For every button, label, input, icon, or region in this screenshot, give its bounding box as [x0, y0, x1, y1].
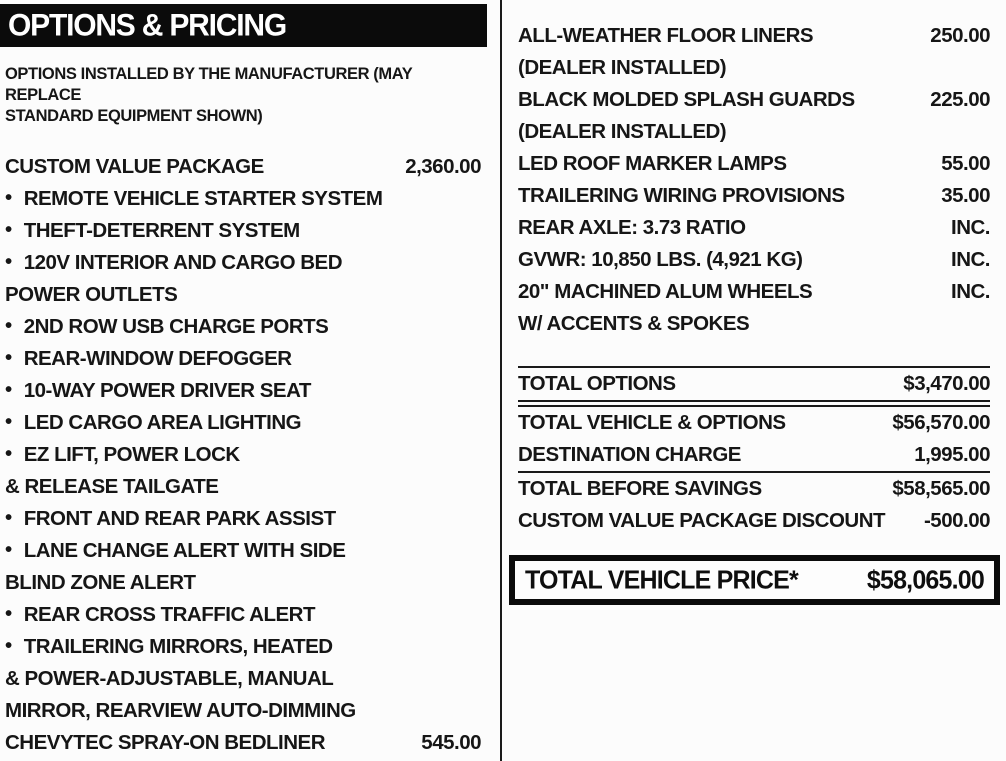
package-feature-text: REMOTE VEHICLE STARTER SYSTEM: [23, 187, 383, 210]
bedliner-row: CHEVYTEC SPRAY-ON BEDLINER 545.00: [5, 727, 481, 759]
package-feature: • 2ND ROW USB CHARGE PORTS: [5, 311, 481, 343]
package-feature-text: EZ LIFT, POWER LOCK & RELEASE TAILGATE: [5, 443, 240, 498]
pricing-column: ALL-WEATHER FLOOR LINERS (DEALER INSTALL…: [509, 0, 1000, 605]
price-row: REAR AXLE: 3.73 RATIO INC.: [518, 212, 991, 244]
package-feature-list: • REMOTE VEHICLE STARTER SYSTEM • THEFT-DE…: [5, 183, 481, 759]
total-before-savings-amount: $58,565.00: [892, 477, 990, 500]
total-vehicle-options-label: TOTAL VEHICLE & OPTIONS: [518, 411, 786, 434]
totals-section: TOTAL OPTIONS $3,470.00 TOTAL VEHICLE & …: [518, 366, 991, 537]
package-feature: • THEFT-DETERRENT SYSTEM: [5, 215, 481, 247]
total-before-savings-row: TOTAL BEFORE SAVINGS $58,565.00: [518, 473, 990, 505]
package-discount-label: CUSTOM VALUE PACKAGE DISCOUNT: [518, 509, 886, 532]
package-feature: • REAR-WINDOW DEFOGGER: [5, 343, 481, 375]
total-options-label: TOTAL OPTIONS: [518, 372, 676, 395]
package-feature-text: REAR CROSS TRAFFIC ALERT: [23, 603, 316, 626]
bedliner-label: CHEVYTEC SPRAY-ON BEDLINER: [5, 731, 326, 754]
package-feature: • FRONT AND REAR PARK ASSIST: [5, 503, 481, 535]
price-row-label: ALL-WEATHER FLOOR LINERS (DEALER INSTALL…: [518, 24, 814, 79]
price-row: TRAILERING WIRING PROVISIONS 35.00: [518, 180, 990, 212]
package-feature-text: 120V INTERIOR AND CARGO BED POWER OUTLET…: [5, 251, 343, 306]
section-title: OPTIONS & PRICING: [8, 7, 287, 43]
package-feature-text: 2ND ROW USB CHARGE PORTS: [23, 315, 329, 338]
total-vehicle-options-amount: $56,570.00: [892, 411, 990, 434]
price-row: ALL-WEATHER FLOOR LINERS (DEALER INSTALL…: [518, 20, 990, 84]
package-feature-text: REAR-WINDOW DEFOGGER: [23, 347, 292, 370]
price-row: GVWR: 10,850 LBS. (4,921 KG) INC.: [518, 244, 991, 276]
package-feature-text: 10-WAY POWER DRIVER SEAT: [23, 379, 312, 402]
total-options-amount: $3,470.00: [903, 372, 990, 395]
package-feature: • LED CARGO AREA LIGHTING: [5, 407, 481, 439]
package-feature-text: THEFT-DETERRENT SYSTEM: [23, 219, 301, 242]
bullet-icon: •: [5, 346, 12, 369]
package-feature: • 120V INTERIOR AND CARGO BED POWER OUTLE…: [5, 247, 481, 311]
price-row: LED ROOF MARKER LAMPS 55.00: [518, 148, 990, 180]
package-feature-text: LED CARGO AREA LIGHTING: [23, 411, 302, 434]
package-feature-text: FRONT AND REAR PARK ASSIST: [23, 507, 336, 530]
package-feature: • 10-WAY POWER DRIVER SEAT: [5, 375, 481, 407]
package-amount: 2,360.00: [405, 155, 481, 178]
bullet-icon: •: [5, 410, 12, 433]
bullet-icon: •: [5, 250, 12, 273]
bullet-icon: •: [5, 538, 12, 561]
options-column: OPTIONS & PRICING OPTIONS INSTALLED BY T…: [0, 0, 487, 759]
bedliner-amount: 545.00: [421, 731, 481, 754]
package-row: CUSTOM VALUE PACKAGE 2,360.00: [5, 151, 481, 183]
package-feature: • EZ LIFT, POWER LOCK & RELEASE TAILGATE: [5, 439, 481, 503]
price-row-amount: INC.: [951, 280, 991, 303]
price-row-amount: 225.00: [930, 88, 990, 111]
price-row-label: GVWR: 10,850 LBS. (4,921 KG): [518, 248, 803, 271]
destination-charge-row: DESTINATION CHARGE 1,995.00: [518, 439, 990, 471]
package-feature-text: LANE CHANGE ALERT WITH SIDE BLIND ZONE A…: [5, 539, 346, 594]
package-feature: • REAR CROSS TRAFFIC ALERT: [5, 599, 481, 631]
price-row-amount: 35.00: [941, 184, 990, 207]
bullet-icon: •: [5, 602, 12, 625]
bullet-icon: •: [5, 442, 12, 465]
bullet-icon: •: [5, 378, 12, 401]
price-row-amount: 250.00: [930, 24, 990, 47]
section-header-bar: OPTIONS & PRICING: [0, 4, 487, 47]
package-feature: • TRAILERING MIRRORS, HEATED & POWER-ADJU…: [5, 631, 481, 727]
total-vehicle-options-row: TOTAL VEHICLE & OPTIONS $56,570.00: [518, 407, 990, 439]
bullet-icon: •: [5, 506, 12, 529]
package-discount-amount: -500.00: [923, 509, 991, 532]
price-row: BLACK MOLDED SPLASH GUARDS (DEALER INSTA…: [518, 84, 990, 148]
total-vehicle-price-amount: $58,065.00: [866, 564, 985, 595]
total-vehicle-price-label: TOTAL VEHICLE PRICE*: [525, 564, 799, 595]
dealer-items-list: ALL-WEATHER FLOOR LINERS (DEALER INSTALL…: [518, 0, 991, 340]
price-row-amount: INC.: [951, 216, 991, 239]
price-row-label: BLACK MOLDED SPLASH GUARDS (DEALER INSTA…: [518, 88, 855, 143]
total-before-savings-label: TOTAL BEFORE SAVINGS: [518, 477, 762, 500]
double-rule-below-total-options: [518, 400, 990, 407]
package-label: CUSTOM VALUE PACKAGE: [5, 155, 264, 178]
price-row: 20" MACHINED ALUM WHEELS W/ ACCENTS & SP…: [518, 276, 991, 340]
manufacturer-options-note: OPTIONS INSTALLED BY THE MANUFACTURER (M…: [5, 65, 413, 125]
total-options-row: TOTAL OPTIONS $3,470.00: [518, 368, 990, 400]
destination-charge-label: DESTINATION CHARGE: [518, 443, 741, 466]
package-feature: • LANE CHANGE ALERT WITH SIDE BLIND ZONE …: [5, 535, 481, 599]
total-vehicle-price-box: TOTAL VEHICLE PRICE* $58,065.00: [509, 555, 1000, 605]
price-row-amount: INC.: [951, 248, 991, 271]
price-row-amount: 55.00: [941, 152, 990, 175]
bullet-icon: •: [5, 314, 12, 337]
price-row-label: REAR AXLE: 3.73 RATIO: [518, 216, 746, 239]
destination-charge-amount: 1,995.00: [914, 443, 990, 466]
package-feature-text: TRAILERING MIRRORS, HEATED & POWER-ADJUS…: [5, 635, 356, 722]
price-row-label: 20" MACHINED ALUM WHEELS W/ ACCENTS & SP…: [518, 280, 813, 335]
rule-below-destination-charge: [518, 471, 990, 473]
price-row-label: TRAILERING WIRING PROVISIONS: [518, 184, 845, 207]
price-row-label: LED ROOF MARKER LAMPS: [518, 152, 787, 175]
column-divider: [500, 0, 502, 761]
bullet-icon: •: [5, 186, 12, 209]
package-feature: • REMOTE VEHICLE STARTER SYSTEM: [5, 183, 481, 215]
rule-above-total-options: [518, 366, 990, 368]
bullet-icon: •: [5, 634, 12, 657]
bullet-icon: •: [5, 218, 12, 241]
package-discount-row: CUSTOM VALUE PACKAGE DISCOUNT -500.00: [518, 505, 991, 537]
